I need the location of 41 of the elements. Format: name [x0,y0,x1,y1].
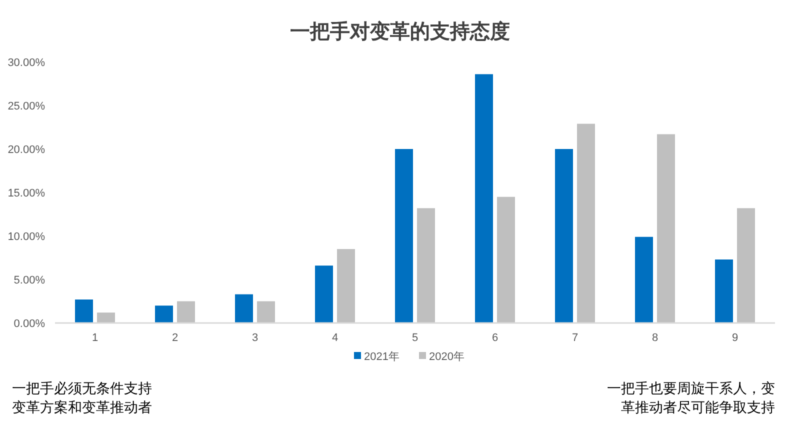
bar [715,259,733,323]
text: 变革方案和变革推动者 [12,399,152,415]
bar [475,74,493,323]
bar [177,301,195,323]
bar [737,208,755,323]
y-tick-label: 10.00% [8,231,46,243]
legend-label: 2021年 [364,351,400,363]
bar [417,208,435,323]
text: 革推动者尽可能争取支持 [621,399,775,415]
bar [257,301,275,323]
bar [657,134,675,323]
bar [577,124,595,323]
x-tick-label: 7 [572,332,578,344]
y-tick-label: 0.00% [14,318,46,330]
x-tick-label: 5 [412,332,418,344]
bar [235,294,253,323]
bar [315,266,333,323]
y-tick-label: 5.00% [14,274,46,286]
y-tick-label: 30.00% [8,57,46,69]
bar [75,300,93,323]
bar [497,196,515,323]
bar [555,149,573,323]
chart-title: 一把手对变革的支持态度 [290,20,510,43]
text: 一把手也要周旋干系人，变 [607,380,775,396]
y-tick-label: 25.00% [8,100,46,112]
bar [155,306,173,323]
bar [635,236,653,323]
x-tick-label: 2 [172,332,178,344]
bar [395,149,413,323]
y-tick-label: 15.00% [8,188,46,200]
x-tick-label: 4 [332,332,338,344]
y-tick-label: 20.00% [8,144,46,156]
bar [337,249,355,323]
x-tick-label: 6 [492,332,498,344]
text: 一把手必须无条件支持 [12,380,152,396]
legend-label: 2020年 [429,351,464,363]
x-tick-label: 1 [92,332,98,344]
bar [97,312,115,323]
x-tick-label: 9 [732,332,738,344]
x-tick-label: 3 [252,332,258,344]
x-tick-label: 8 [652,332,658,344]
